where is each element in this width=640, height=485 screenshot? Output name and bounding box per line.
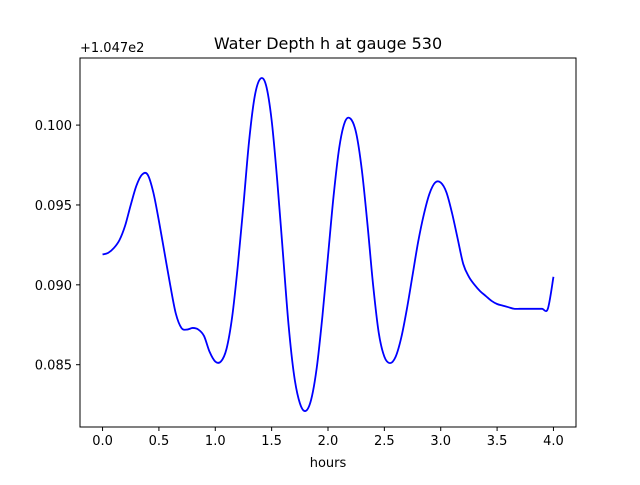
y-axis-ticks: 0.085 0.090 0.095 0.100 [35, 119, 80, 374]
x-tick-label: 2.5 [374, 434, 395, 449]
x-tick-label: 0.5 [149, 434, 170, 449]
series-layer [102, 77, 555, 412]
x-tick-label: 3.0 [430, 434, 451, 449]
x-tick-label: 3.5 [487, 434, 508, 449]
y-axis-offset-label: +1.047e2 [80, 41, 144, 56]
x-axis-label: hours [310, 456, 347, 471]
x-axis-ticks: 0.0 0.5 1.0 1.5 2.0 2.5 3.0 3.5 4.0 [92, 427, 564, 449]
y-tick-label: 0.100 [35, 119, 72, 134]
x-tick-label: 2.0 [318, 434, 339, 449]
y-tick-label: 0.085 [35, 359, 72, 374]
series-line [102, 77, 555, 412]
plot-area: 0.0 0.5 1.0 1.5 2.0 2.5 3.0 3.5 4.0 0.0850.0900.… [35, 57, 577, 449]
x-tick-label: 1.5 [261, 434, 282, 449]
x-tick-label: 1.0 [205, 434, 226, 449]
chart-title: Water Depth h at gauge 530 [214, 34, 442, 53]
y-tick-label: 0.095 [35, 199, 72, 214]
x-tick-label: 0.0 [92, 434, 113, 449]
x-tick-label: 4.0 [543, 434, 564, 449]
y-tick-label: 0.090 [35, 279, 72, 294]
